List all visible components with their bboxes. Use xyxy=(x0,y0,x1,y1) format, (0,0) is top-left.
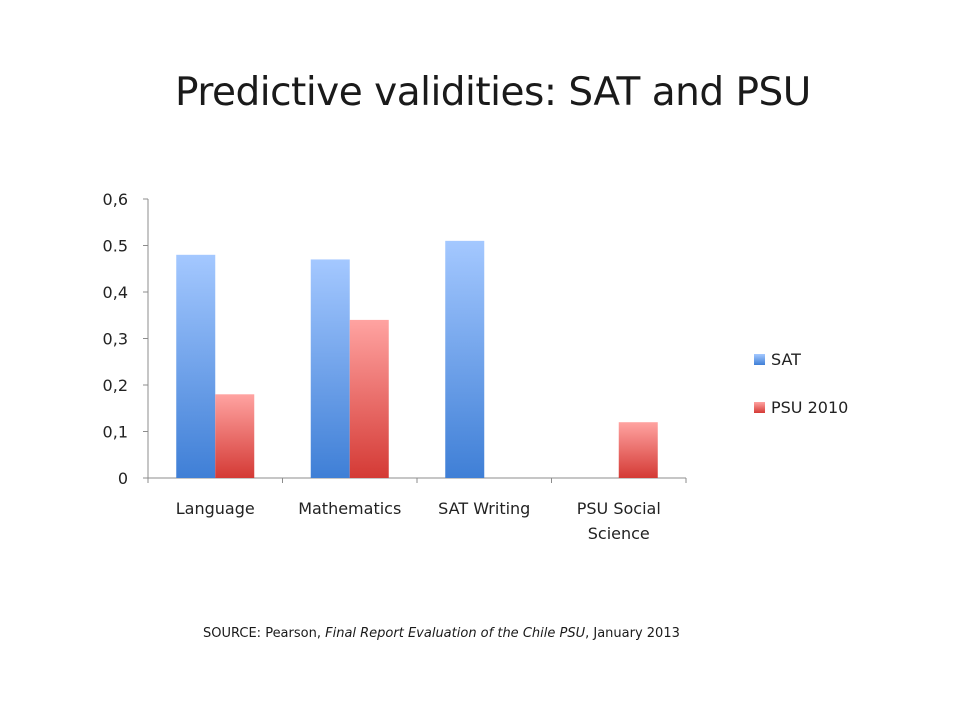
bar-sat xyxy=(445,240,485,478)
source-note: SOURCE: Pearson, Final Report Evaluation… xyxy=(203,626,680,641)
x-tick-label: SAT Writing xyxy=(438,499,530,518)
slide-title: Predictive validities: SAT and PSU xyxy=(175,70,811,115)
y-tick-label: 0,2 xyxy=(103,376,128,395)
y-tick-label: 0,1 xyxy=(103,423,128,442)
legend-label: PSU 2010 xyxy=(771,398,848,417)
source-report-title: Final Report Evaluation of the Chile PSU xyxy=(325,626,586,641)
y-tick-label: 0,3 xyxy=(103,330,128,349)
bar-psu-2010 xyxy=(215,394,255,478)
y-tick-label: 0,4 xyxy=(103,283,128,302)
legend-label: SAT xyxy=(771,350,801,369)
bar-sat xyxy=(176,254,216,478)
y-tick-label: 0.5 xyxy=(103,237,128,256)
bar-psu-2010 xyxy=(618,422,658,478)
y-tick-label: 0 xyxy=(118,469,128,488)
source-suffix: , January 2013 xyxy=(585,626,680,641)
bar-sat xyxy=(310,259,350,478)
legend-swatch xyxy=(754,402,765,413)
x-tick-label: Mathematics xyxy=(298,499,401,518)
y-tick-label: 0,6 xyxy=(103,190,128,209)
source-prefix: SOURCE: Pearson, xyxy=(203,626,326,641)
x-tick-label: PSU Social Science xyxy=(577,499,661,543)
x-tick-label: Language xyxy=(176,499,255,518)
bar-psu-2010 xyxy=(349,319,389,478)
legend-swatch xyxy=(754,354,765,365)
